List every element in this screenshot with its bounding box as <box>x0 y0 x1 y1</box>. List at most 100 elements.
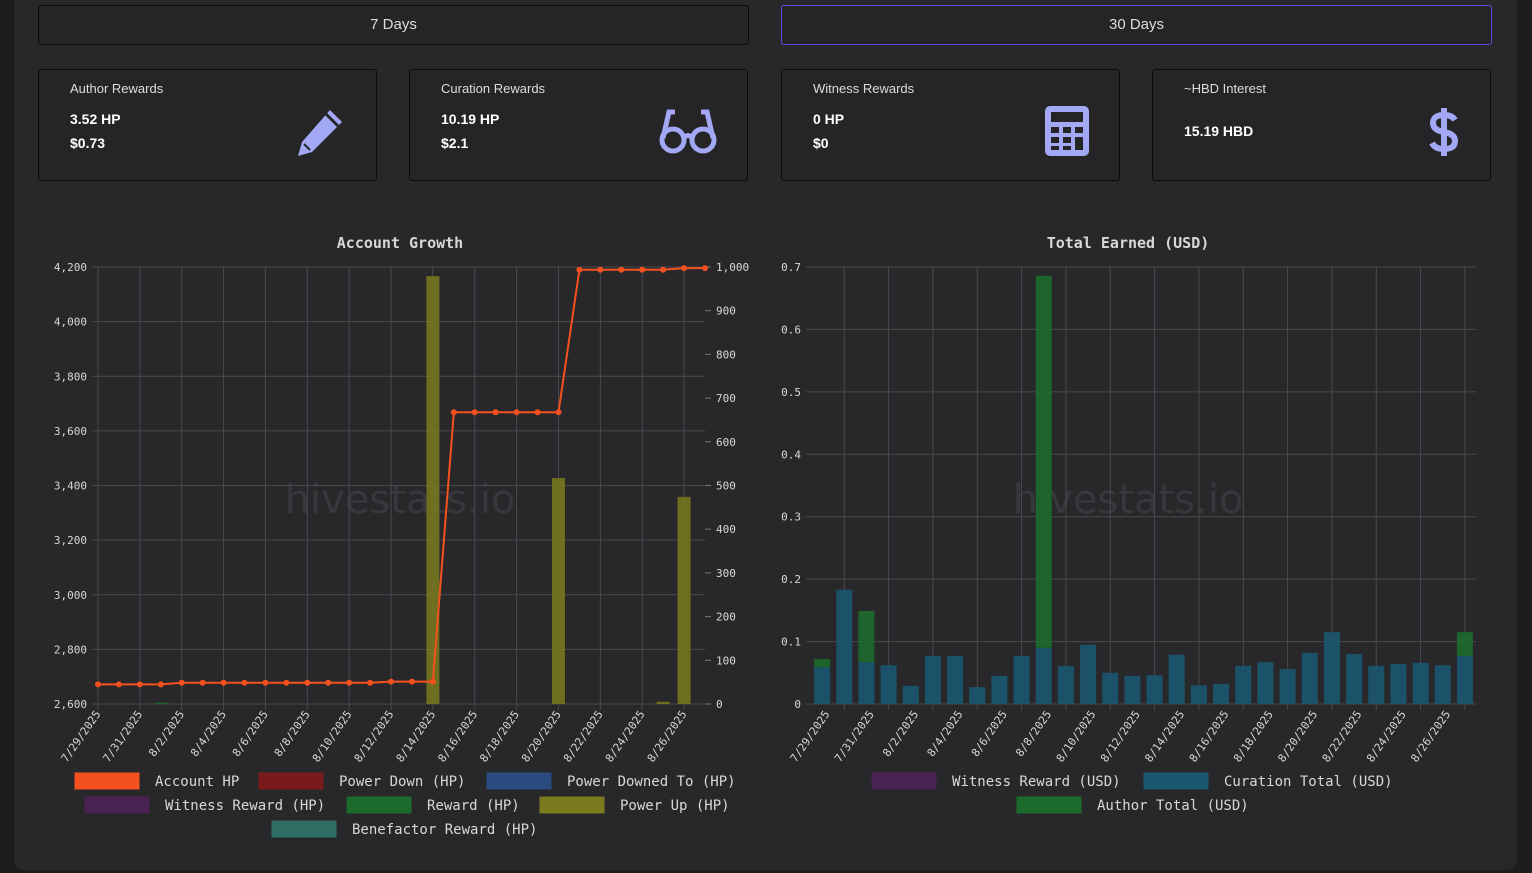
card-value: $0 <box>813 135 829 151</box>
point <box>618 266 625 273</box>
legend-label: Reward (HP) <box>427 798 520 814</box>
bar <box>858 610 875 663</box>
x-tick-label: 8/4/2025 <box>925 708 966 759</box>
bar <box>1412 662 1429 704</box>
point <box>534 409 541 416</box>
x-tick-label: 8/10/2025 <box>1054 708 1099 764</box>
point <box>262 679 269 686</box>
card-value: 0 HP <box>813 111 845 127</box>
bar <box>551 478 565 704</box>
y-tick-label: 3,200 <box>54 534 87 547</box>
point <box>283 679 290 686</box>
y2-tick-label: 1,000 <box>716 261 749 274</box>
x-tick-label: 7/29/2025 <box>59 708 104 764</box>
legend-label: Author Total (USD) <box>1097 798 1249 814</box>
card-value: 3.52 HP <box>70 111 121 127</box>
point <box>325 679 332 686</box>
x-tick-label: 8/6/2025 <box>969 708 1010 759</box>
bar <box>1124 675 1141 704</box>
x-tick-label: 8/2/2025 <box>880 708 921 759</box>
x-tick-label: 8/22/2025 <box>1320 708 1365 764</box>
bar <box>1456 655 1473 704</box>
point <box>513 409 520 416</box>
bar <box>154 702 168 704</box>
x-tick-label: 8/20/2025 <box>519 708 564 764</box>
legend-swatch <box>346 796 412 814</box>
bar <box>814 667 831 704</box>
x-tick-label: 8/12/2025 <box>1098 708 1143 764</box>
bar <box>814 659 831 668</box>
y2-tick-label: 800 <box>716 348 736 361</box>
point <box>576 266 583 273</box>
card-title: Witness Rewards <box>813 81 915 96</box>
point <box>241 679 248 686</box>
x-tick-label: 7/31/2025 <box>100 708 145 764</box>
reward-card: Witness Rewards 0 HP $0 <box>781 69 1120 181</box>
dollar-icon <box>1429 108 1459 156</box>
y-tick-label: 4,000 <box>54 316 87 329</box>
x-tick-label: 8/2/2025 <box>146 708 187 759</box>
x-tick-label: 8/16/2025 <box>435 708 480 764</box>
y2-tick-label: 700 <box>716 392 736 405</box>
bar <box>1190 685 1207 704</box>
card-value: $2.1 <box>441 135 469 151</box>
legend-swatch <box>271 820 337 838</box>
x-tick-label: 8/24/2025 <box>1364 708 1409 764</box>
bar <box>1035 275 1052 648</box>
y2-tick-label: 100 <box>716 654 736 667</box>
legend-swatch <box>486 772 552 790</box>
legend-label: Power Downed To (HP) <box>567 774 736 790</box>
legend-label: Curation Total (USD) <box>1224 774 1393 790</box>
point <box>639 266 646 273</box>
point <box>702 265 708 272</box>
x-tick-label: 8/10/2025 <box>310 708 355 764</box>
x-tick-label: 8/20/2025 <box>1275 708 1320 764</box>
pencil-icon <box>298 110 342 156</box>
point <box>555 409 562 416</box>
legend-swatch <box>258 772 324 790</box>
range-button[interactable]: 30 Days <box>781 5 1492 45</box>
bar <box>1323 632 1340 704</box>
range-button[interactable]: 7 Days <box>38 5 749 45</box>
y-tick-label: 0 <box>794 698 801 711</box>
x-tick-label: 8/6/2025 <box>230 708 271 759</box>
x-tick-label: 8/22/2025 <box>561 708 606 764</box>
line <box>98 267 705 686</box>
point <box>199 679 206 686</box>
y-tick-label: 0.4 <box>781 448 801 461</box>
y2-tick-label: 0 <box>716 698 723 711</box>
reward-card: ~HBD Interest 15.19 HBD <box>1152 69 1491 181</box>
x-tick-label: 8/16/2025 <box>1187 708 1232 764</box>
bar <box>1279 669 1296 704</box>
calculator-icon <box>1045 106 1089 156</box>
bar <box>1213 684 1230 704</box>
y-tick-label: 0.3 <box>781 511 801 524</box>
y-tick-label: 4,200 <box>54 261 87 274</box>
bar <box>1368 665 1385 704</box>
x-tick-label: 8/14/2025 <box>1142 708 1187 764</box>
bar <box>924 655 941 704</box>
legend-label: Witness Reward (HP) <box>165 798 325 814</box>
y-tick-label: 3,400 <box>54 480 87 493</box>
bar <box>426 276 440 704</box>
point <box>115 681 122 688</box>
bar <box>1390 664 1407 704</box>
legend-label: Benefactor Reward (HP) <box>352 822 537 838</box>
legend-swatch <box>1143 772 1209 790</box>
point <box>346 679 353 686</box>
y-tick-label: 0.1 <box>781 636 801 649</box>
bar <box>1434 665 1451 704</box>
bar <box>1035 647 1052 704</box>
card-title: ~HBD Interest <box>1184 81 1267 96</box>
point <box>660 266 667 273</box>
y2-tick-label: 400 <box>716 523 736 536</box>
point <box>388 678 395 685</box>
card-title: Curation Rewards <box>441 81 546 96</box>
point <box>408 678 415 685</box>
bar <box>880 665 897 704</box>
point <box>597 266 604 273</box>
point <box>157 681 164 688</box>
legend-swatch <box>539 796 605 814</box>
